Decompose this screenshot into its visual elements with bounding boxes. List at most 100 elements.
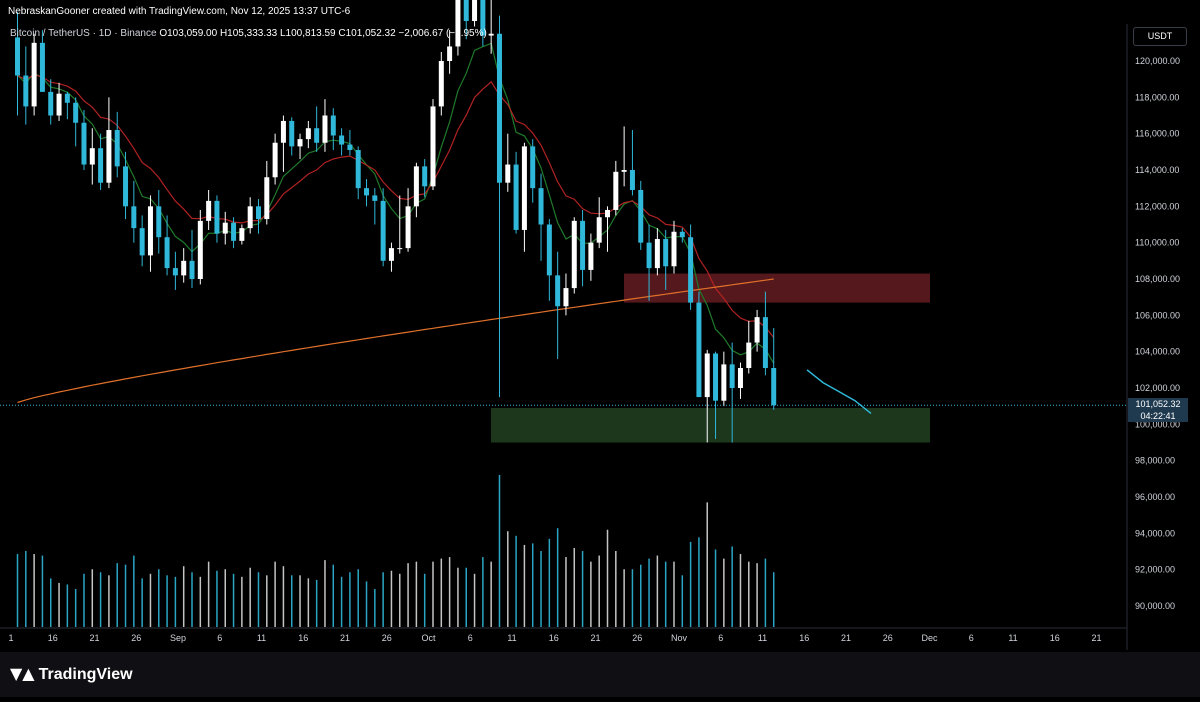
- volume-bar: [473, 573, 476, 627]
- volume-bar: [207, 561, 210, 627]
- candle: [613, 160, 619, 216]
- candle: [380, 188, 386, 267]
- volume-bar: [158, 569, 160, 627]
- candle: [513, 151, 519, 234]
- candle-body: [239, 228, 245, 241]
- candle-body: [588, 242, 594, 270]
- candle: [455, 0, 461, 56]
- candle-body: [671, 231, 677, 267]
- candle-body: [305, 128, 311, 140]
- candle-body: [131, 206, 137, 229]
- candle: [255, 199, 261, 234]
- volume-bar: [623, 569, 625, 627]
- currency-badge[interactable]: USDT: [1133, 27, 1187, 46]
- symbol-name[interactable]: Bitcoin / TetherUS · 1D · Binance: [10, 28, 157, 39]
- candle: [405, 188, 411, 252]
- candle-body: [696, 302, 702, 398]
- candle: [39, 30, 45, 92]
- volume-bar: [216, 570, 218, 627]
- candle: [546, 219, 552, 301]
- candle: [654, 228, 660, 276]
- candle-body: [189, 260, 195, 279]
- candle: [264, 160, 270, 225]
- time-tick-label: 21: [1091, 633, 1101, 643]
- candle: [521, 142, 527, 252]
- projection-path: [806, 369, 872, 414]
- candle-body: [555, 275, 561, 307]
- time-tick-label: 6: [217, 633, 222, 643]
- volume-bar: [764, 558, 767, 627]
- volume-bar: [548, 538, 551, 627]
- candle-body: [139, 228, 145, 256]
- resistance-zone: [624, 273, 930, 303]
- candle-body: [754, 317, 760, 343]
- candle: [231, 217, 237, 249]
- candle: [679, 228, 685, 243]
- time-tick-label: 26: [131, 633, 141, 643]
- candle-body: [322, 115, 328, 143]
- candle: [297, 133, 303, 160]
- volume-bar: [16, 554, 19, 627]
- candle-body: [654, 239, 660, 269]
- price-tick-label: 90,000.00: [1135, 601, 1175, 611]
- candle: [388, 242, 394, 272]
- candle-body: [15, 37, 20, 76]
- volume-bar: [182, 566, 185, 627]
- candle-body: [530, 146, 536, 189]
- candle-body: [729, 364, 735, 388]
- candle: [197, 209, 203, 285]
- candle: [713, 351, 719, 439]
- symbol-legend[interactable]: Bitcoin / TetherUS · 1D · Binance O103,0…: [10, 28, 487, 39]
- candle: [480, 0, 486, 47]
- candle-body: [688, 237, 694, 303]
- volume-bar: [523, 544, 526, 627]
- candle: [472, 0, 478, 27]
- candle: [189, 229, 195, 289]
- candle: [322, 99, 328, 152]
- volume-bar: [141, 578, 143, 627]
- candle-body: [206, 200, 212, 221]
- candle: [629, 130, 635, 196]
- candle-body: [463, 0, 469, 22]
- candle-body: [56, 93, 62, 116]
- candle-body: [405, 206, 411, 249]
- candle-body: [214, 200, 220, 234]
- tradingview-logo[interactable]: ▼▲ TradingView: [10, 664, 133, 684]
- time-axis: 1 16 21 26 Sep 6 11 16 21 26 Oct 6 11 16 21 26 Nov 6 11 16 2…: [8, 633, 1101, 643]
- candle-body: [48, 91, 54, 116]
- candle: [164, 215, 170, 276]
- candle-body: [347, 144, 353, 151]
- zones-layer: [491, 273, 930, 443]
- candle-body: [563, 288, 569, 307]
- candle: [280, 115, 286, 172]
- candle: [289, 117, 295, 156]
- candle-body: [289, 120, 295, 147]
- volume-bar: [149, 573, 152, 627]
- candle: [538, 173, 544, 261]
- candle-body: [280, 120, 286, 143]
- volume-bar: [673, 561, 675, 627]
- volume-bar: [58, 582, 60, 627]
- volume-bar: [266, 575, 268, 627]
- price-tick-label: 96,000.00: [1135, 492, 1175, 502]
- volume-bar: [640, 564, 642, 627]
- volume-bar: [257, 572, 260, 627]
- candle-body: [181, 260, 187, 276]
- volume-bar: [99, 572, 102, 627]
- price-tick-label: 100,000.00: [1135, 419, 1180, 429]
- volume-bar: [282, 566, 285, 627]
- time-tick-label: 26: [632, 633, 642, 643]
- candle: [397, 195, 403, 254]
- time-tick-label: 6: [718, 633, 723, 643]
- volume-bar: [756, 563, 758, 627]
- last-price-value: 101,052.32: [1135, 399, 1181, 409]
- candle: [696, 291, 702, 398]
- candle: [73, 97, 79, 147]
- price-tick-label: 108,000.00: [1135, 274, 1180, 284]
- volume-bar: [49, 578, 52, 627]
- volume-bar: [374, 589, 376, 627]
- candle-body: [222, 222, 228, 234]
